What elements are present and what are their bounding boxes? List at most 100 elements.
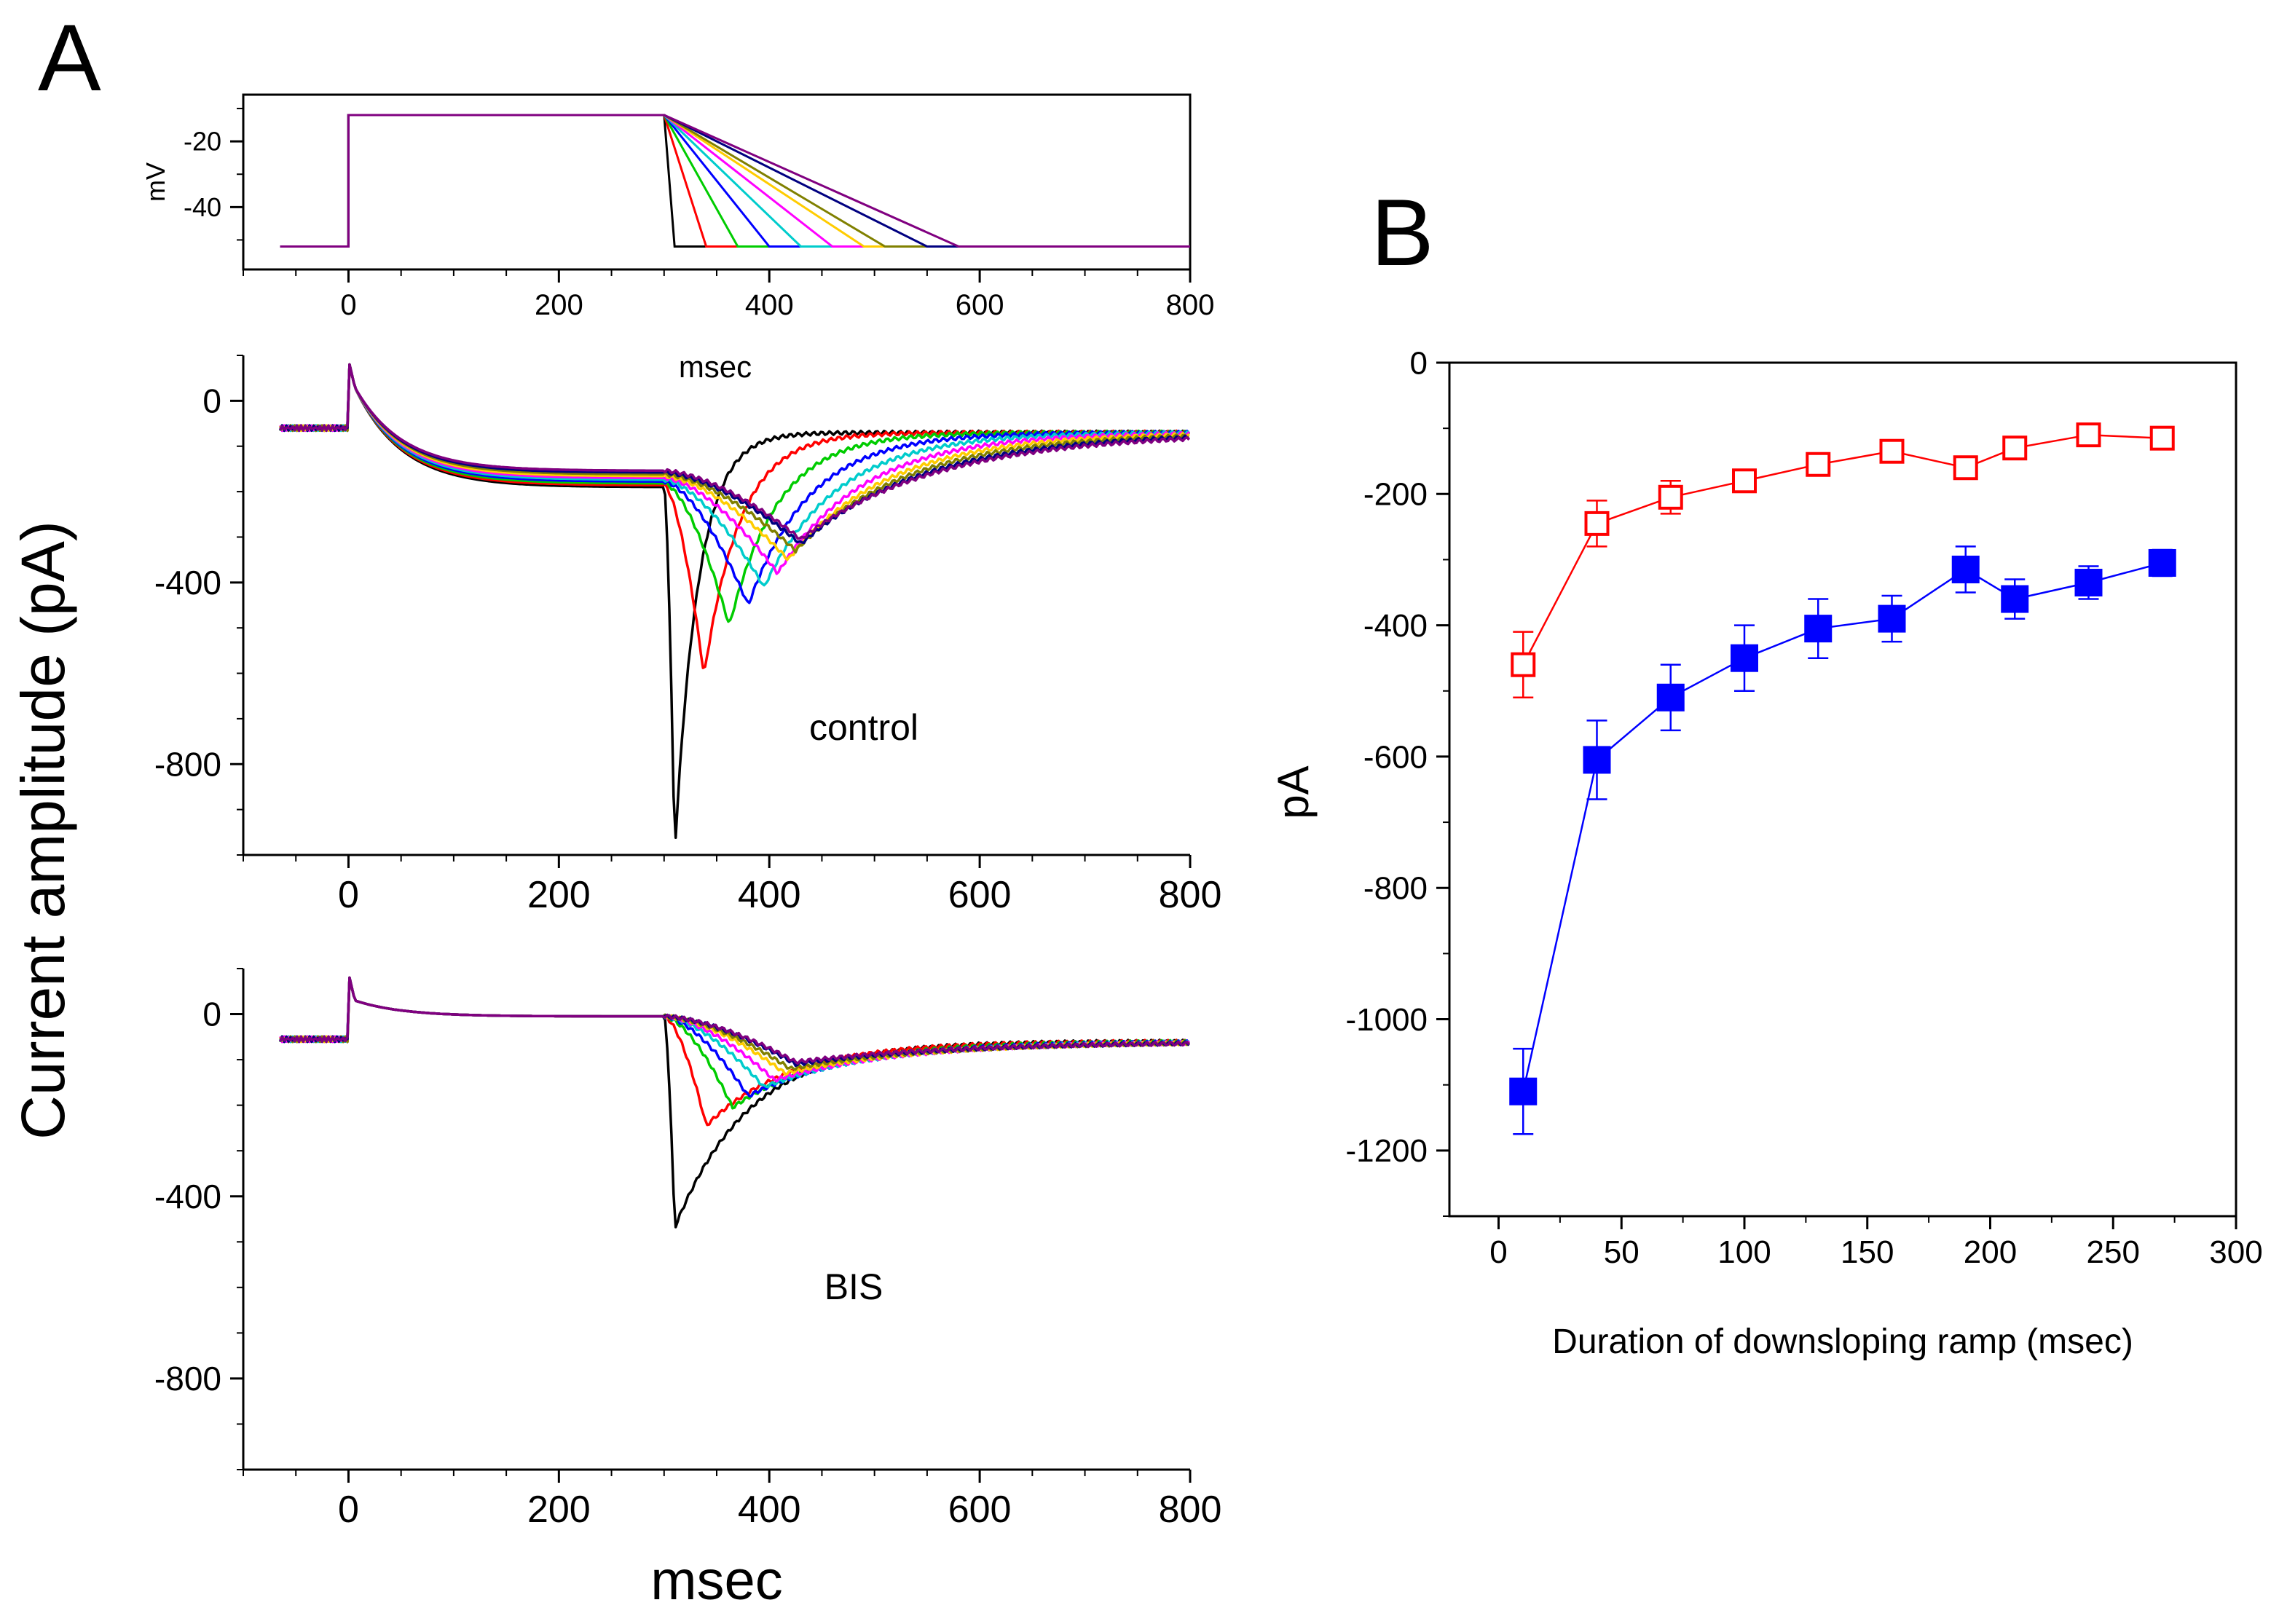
b-point-control bbox=[1509, 1077, 1538, 1105]
b-point-bis bbox=[2076, 422, 2101, 448]
panel-label-b: B bbox=[1371, 179, 1434, 285]
bis-xtick-label: 200 bbox=[527, 1489, 591, 1531]
b-point-bis bbox=[1732, 468, 1757, 494]
ctrl-xtick-label: 600 bbox=[948, 874, 1012, 916]
b-point-bis bbox=[2149, 425, 2175, 451]
current-amplitude-label: Current amplitude (pA) bbox=[9, 521, 77, 1140]
bis-trace-9 bbox=[278, 976, 1190, 1068]
b-point-bis bbox=[1511, 652, 1536, 677]
b-series-bis bbox=[1511, 422, 2175, 699]
ctrl-xtick-label: 0 bbox=[338, 874, 359, 916]
voltage-xlabel: msec bbox=[679, 350, 752, 384]
b-point-control bbox=[1583, 746, 1611, 774]
b-ytick-label: -800 bbox=[1363, 871, 1428, 907]
b-ytick-label: -1200 bbox=[1345, 1133, 1428, 1169]
b-point-control bbox=[1804, 615, 1833, 643]
b-xtick-label: 150 bbox=[1841, 1234, 1894, 1270]
b-point-control bbox=[2001, 585, 2029, 613]
voltage-trace-7 bbox=[280, 114, 1190, 248]
b-point-bis bbox=[2002, 435, 2028, 461]
ctrl-ytick-label: -400 bbox=[154, 564, 221, 602]
bis-ytick-label: -800 bbox=[154, 1360, 221, 1398]
voltage-xtick-label: 200 bbox=[535, 289, 583, 321]
control-label: control bbox=[809, 707, 918, 748]
bis-xtick-label: 800 bbox=[1159, 1489, 1222, 1531]
b-ylabel: pA bbox=[1269, 765, 1318, 819]
ctrl-xtick-label: 400 bbox=[738, 874, 801, 916]
b-point-control bbox=[1656, 683, 1685, 712]
bis-xtick-label: 0 bbox=[338, 1489, 359, 1531]
b-xlabel: Duration of downsloping ramp (msec) bbox=[1552, 1323, 2133, 1361]
b-point-control bbox=[1878, 604, 1906, 633]
bis-trace-2 bbox=[279, 976, 1189, 1127]
control-current-panel: 0 200 400 600 800 0 -400 -800 control bbox=[154, 355, 1221, 916]
voltage-xtick-label: 600 bbox=[956, 289, 1004, 321]
ctrl-ytick-label: 0 bbox=[202, 382, 221, 419]
b-plot-frame bbox=[1448, 361, 2237, 1218]
bis-xlabel: msec bbox=[650, 1550, 783, 1612]
bis-label: BIS bbox=[824, 1266, 883, 1307]
b-ytick-label: 0 bbox=[1410, 345, 1428, 381]
ramp-duration-chart: 0 50 100 150 200 250 300 0 -200 -400 -600 -800 -100… bbox=[1269, 345, 2263, 1361]
bis-trace-6 bbox=[278, 976, 1190, 1083]
b-point-control bbox=[2074, 569, 2103, 597]
voltage-xtick-label: 400 bbox=[745, 289, 794, 321]
voltage-trace-4 bbox=[280, 114, 1190, 248]
bis-trace-7 bbox=[279, 976, 1190, 1076]
voltage-trace-9 bbox=[280, 114, 1190, 248]
voltage-trace-5 bbox=[280, 114, 1190, 248]
voltage-trace-8 bbox=[280, 114, 1190, 248]
voltage-ytick-label: -40 bbox=[184, 192, 221, 222]
b-point-bis bbox=[1584, 511, 1610, 536]
voltage-xtick-label: 0 bbox=[340, 289, 356, 321]
voltage-xtick-label: 800 bbox=[1166, 289, 1215, 321]
b-xtick-label: 250 bbox=[2087, 1234, 2140, 1270]
bis-ytick-label: 0 bbox=[202, 996, 221, 1033]
bis-trace-5 bbox=[279, 976, 1189, 1089]
bis-xtick-label: 400 bbox=[738, 1489, 801, 1531]
voltage-ylabel: mV bbox=[141, 162, 170, 202]
b-xtick-label: 0 bbox=[1489, 1234, 1507, 1270]
bis-current-panel: 0 200 400 600 800 0 -400 -800 BIS msec bbox=[154, 968, 1222, 1612]
b-series-control bbox=[1509, 545, 2176, 1135]
b-xtick-label: 50 bbox=[1604, 1234, 1640, 1270]
bis-xtick-label: 600 bbox=[948, 1489, 1012, 1531]
voltage-trace-2 bbox=[280, 114, 1190, 248]
ctrl-trace-2 bbox=[279, 363, 1189, 669]
voltage-trace-1 bbox=[280, 114, 1190, 248]
voltage-ytick-label: -20 bbox=[184, 127, 221, 157]
b-point-control bbox=[1731, 644, 1758, 672]
b-series-line bbox=[1522, 561, 2163, 1092]
ctrl-xtick-label: 200 bbox=[527, 874, 591, 916]
panel-label-a: A bbox=[38, 4, 101, 111]
ctrl-ytick-label: -800 bbox=[154, 745, 221, 783]
bis-ytick-label: -400 bbox=[154, 1178, 221, 1215]
b-ytick-label: -1000 bbox=[1345, 1002, 1428, 1038]
b-point-bis bbox=[1953, 455, 1978, 481]
b-point-control bbox=[1951, 555, 1980, 583]
voltage-trace-3 bbox=[280, 114, 1190, 248]
b-point-bis bbox=[1806, 452, 1831, 477]
b-ytick-label: -200 bbox=[1363, 477, 1428, 513]
voltage-trace-6 bbox=[280, 114, 1190, 248]
ctrl-trace-6 bbox=[278, 363, 1190, 575]
ctrl-trace-10 bbox=[279, 363, 1190, 540]
voltage-trace-10 bbox=[280, 114, 1190, 248]
b-ytick-label: -400 bbox=[1363, 608, 1428, 644]
b-point-bis bbox=[1658, 484, 1683, 510]
b-point-bis bbox=[1879, 438, 1905, 464]
b-series-line bbox=[1522, 433, 2162, 666]
b-point-control bbox=[2148, 548, 2176, 577]
b-xtick-label: 200 bbox=[1964, 1234, 2017, 1270]
ctrl-trace-3 bbox=[278, 363, 1190, 623]
ctrl-xtick-label: 800 bbox=[1159, 874, 1222, 916]
ctrl-trace-5 bbox=[279, 363, 1189, 587]
ctrl-trace-4 bbox=[279, 363, 1190, 604]
ctrl-trace-7 bbox=[279, 363, 1190, 561]
b-xtick-label: 100 bbox=[1717, 1234, 1771, 1270]
b-xtick-label: 300 bbox=[2209, 1234, 2262, 1270]
bis-trace-10 bbox=[279, 976, 1190, 1065]
voltage-protocol-panel: 0 200 400 600 800 -20 -40 mV msec bbox=[141, 93, 1215, 384]
b-ytick-label: -600 bbox=[1363, 739, 1428, 775]
